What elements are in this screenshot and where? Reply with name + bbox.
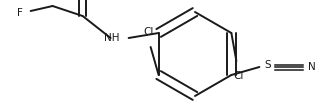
Text: F: F [17,8,23,18]
Text: S: S [264,60,271,70]
Text: Cl: Cl [233,71,244,81]
Text: NH: NH [104,33,120,43]
Text: Cl: Cl [144,27,154,37]
Text: N: N [308,62,316,72]
